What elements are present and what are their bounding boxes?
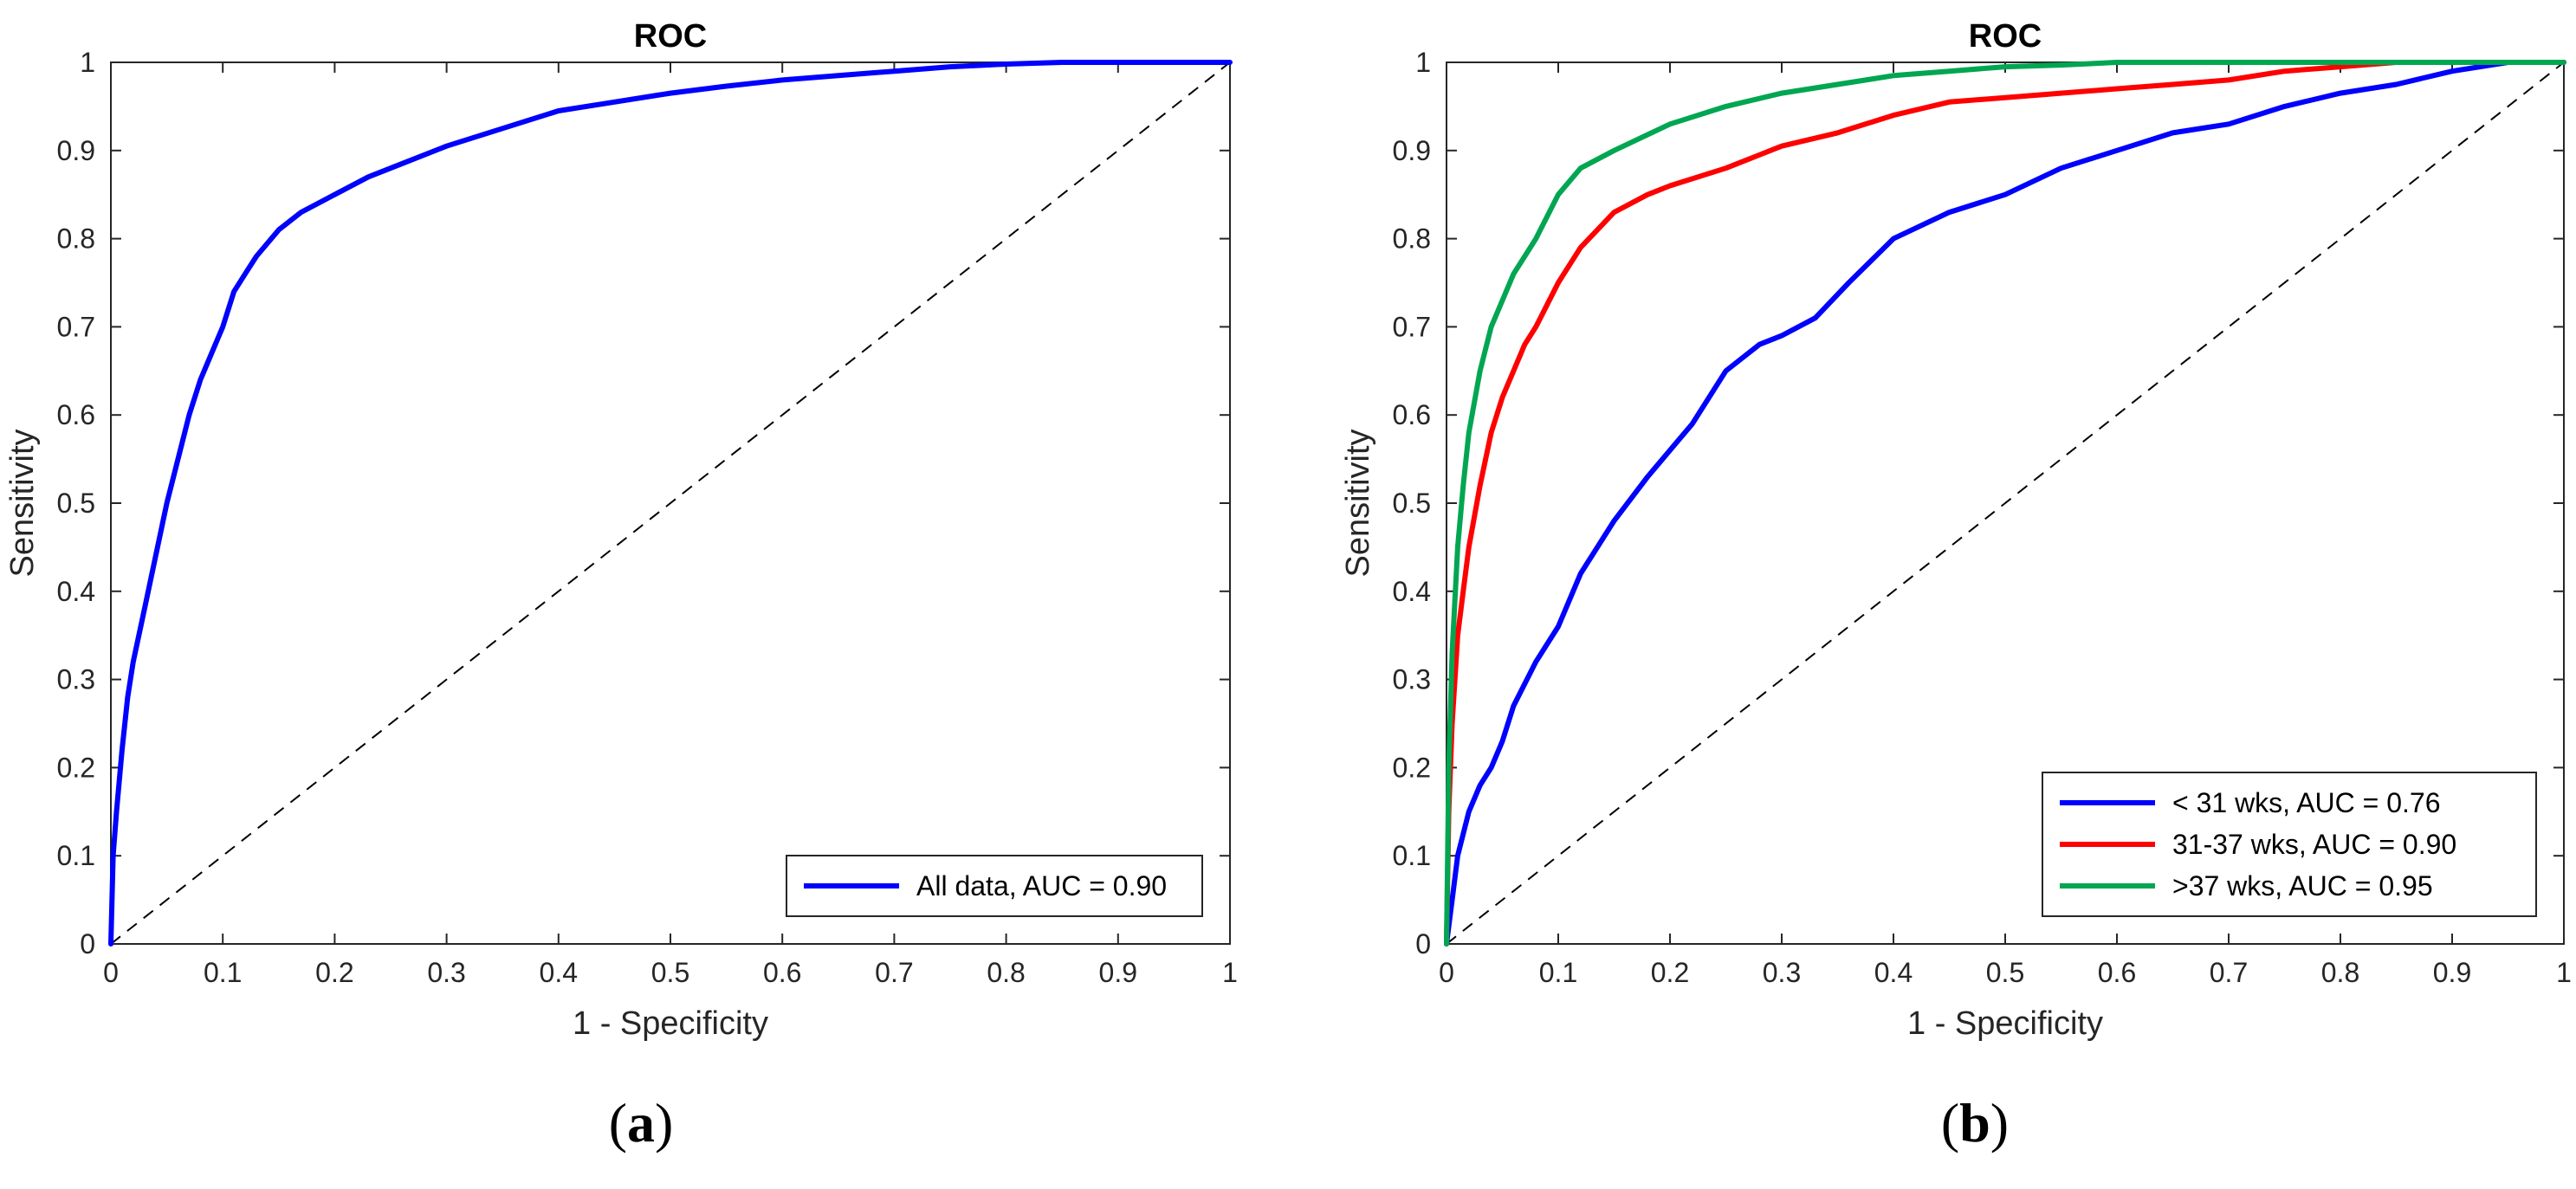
- y-axis-label: Sensitivity: [1340, 429, 1376, 577]
- x-tick-label: 0.3: [1763, 957, 1801, 988]
- y-tick-label: 0.4: [57, 576, 95, 607]
- x-axis-label: 1 - Specificity: [1907, 1005, 2103, 1042]
- legend: All data, AUC = 0.90: [786, 855, 1203, 917]
- reference-diagonal-line: [110, 61, 1231, 945]
- panel-caption: (b): [1941, 1092, 2009, 1153]
- chart-title: ROC: [634, 18, 707, 55]
- y-tick-label: 0.5: [57, 488, 95, 519]
- x-tick-label: 0.4: [540, 957, 578, 988]
- x-tick-label: 0.2: [1651, 957, 1689, 988]
- caption-letter: b: [1959, 1092, 1990, 1153]
- x-tick-label: 1: [1222, 957, 1238, 988]
- legend-entry: 31-37 wks, AUC = 0.90: [2172, 829, 2456, 860]
- y-tick-label: 0.3: [57, 664, 95, 695]
- y-tick-label: 0.1: [1393, 840, 1431, 871]
- y-tick-label: 0.9: [57, 135, 95, 166]
- x-tick-label: 0.2: [315, 957, 353, 988]
- legend-entry: < 31 wks, AUC = 0.76: [2172, 787, 2441, 818]
- x-tick-label: 0.1: [204, 957, 242, 988]
- reference-diagonal-line: [1446, 61, 2565, 945]
- legend-entry: All data, AUC = 0.90: [916, 870, 1167, 901]
- x-tick-label: 0: [103, 957, 119, 988]
- x-tick-label: 0.7: [2210, 957, 2248, 988]
- x-tick-label: 0.8: [2321, 957, 2359, 988]
- caption-letter: a: [627, 1092, 655, 1153]
- x-tick-label: 0.5: [651, 957, 689, 988]
- y-tick-label: 1: [80, 47, 95, 78]
- y-tick-label: 1: [1415, 47, 1431, 78]
- y-axis-label: Sensitivity: [4, 429, 41, 577]
- caption-open-paren: (: [609, 1092, 627, 1153]
- y-tick-label: 0: [80, 928, 95, 960]
- legend: < 31 wks, AUC = 0.76 31-37 wks, AUC = 0.9…: [2042, 772, 2537, 917]
- y-tick-label: 0.3: [1393, 664, 1431, 695]
- y-tick-label: 0.1: [57, 840, 95, 871]
- legend-entry: >37 wks, AUC = 0.95: [2172, 870, 2433, 901]
- x-tick-label: 0.3: [427, 957, 465, 988]
- series-line: [1444, 60, 2566, 947]
- x-tick-label: 0.6: [763, 957, 801, 988]
- chart-panel-a: 0 0.1 0.2 0.3 0.4 0.5 0.6 0.7 0.8 0.9 1 0 0.1 0.2 0.3 0…: [4, 18, 1238, 1153]
- y-tick-label: 0.7: [57, 311, 95, 342]
- caption-close-paren: ): [655, 1092, 673, 1153]
- y-tick-label: 0.6: [57, 399, 95, 430]
- chart-panel-b: 0 0.1 0.2 0.3 0.4 0.5 0.6 0.7 0.8 0.9 1 0 0.1 0.2 0.3 0…: [1340, 18, 2572, 1153]
- y-tick-label: 0.2: [1393, 752, 1431, 783]
- y-tick-label: 0.4: [1393, 576, 1431, 607]
- x-tick-label: 0.4: [1874, 957, 1913, 988]
- y-tick-label: 0: [1415, 928, 1431, 960]
- series-line: [1444, 60, 2566, 947]
- x-tick-label: 0.9: [2433, 957, 2471, 988]
- x-tick-label: 0.8: [987, 957, 1025, 988]
- x-tick-label: 0.7: [875, 957, 913, 988]
- y-tick-label: 0.9: [1393, 135, 1431, 166]
- x-tick-label: 1: [2556, 957, 2572, 988]
- x-axis-label: 1 - Specificity: [573, 1005, 768, 1042]
- y-tick-label: 0.8: [1393, 223, 1431, 255]
- caption-open-paren: (: [1941, 1092, 1959, 1153]
- x-tick-label: 0.5: [1986, 957, 2024, 988]
- x-tick-label: 0.6: [2098, 957, 2136, 988]
- y-tick-label: 0.8: [57, 223, 95, 255]
- series-line: [1444, 60, 2566, 947]
- x-tick-label: 0: [1439, 957, 1454, 988]
- x-tick-label: 0.1: [1539, 957, 1577, 988]
- y-tick-label: 0.2: [57, 752, 95, 783]
- y-tick-label: 0.7: [1393, 311, 1431, 342]
- y-tick-label: 0.5: [1393, 488, 1431, 519]
- panel-caption: (a): [609, 1092, 674, 1153]
- caption-close-paren: ): [1990, 1092, 2009, 1153]
- y-tick-label: 0.6: [1393, 399, 1431, 430]
- chart-title: ROC: [1969, 18, 2042, 55]
- x-tick-label: 0.9: [1099, 957, 1137, 988]
- series-line: [108, 60, 1233, 947]
